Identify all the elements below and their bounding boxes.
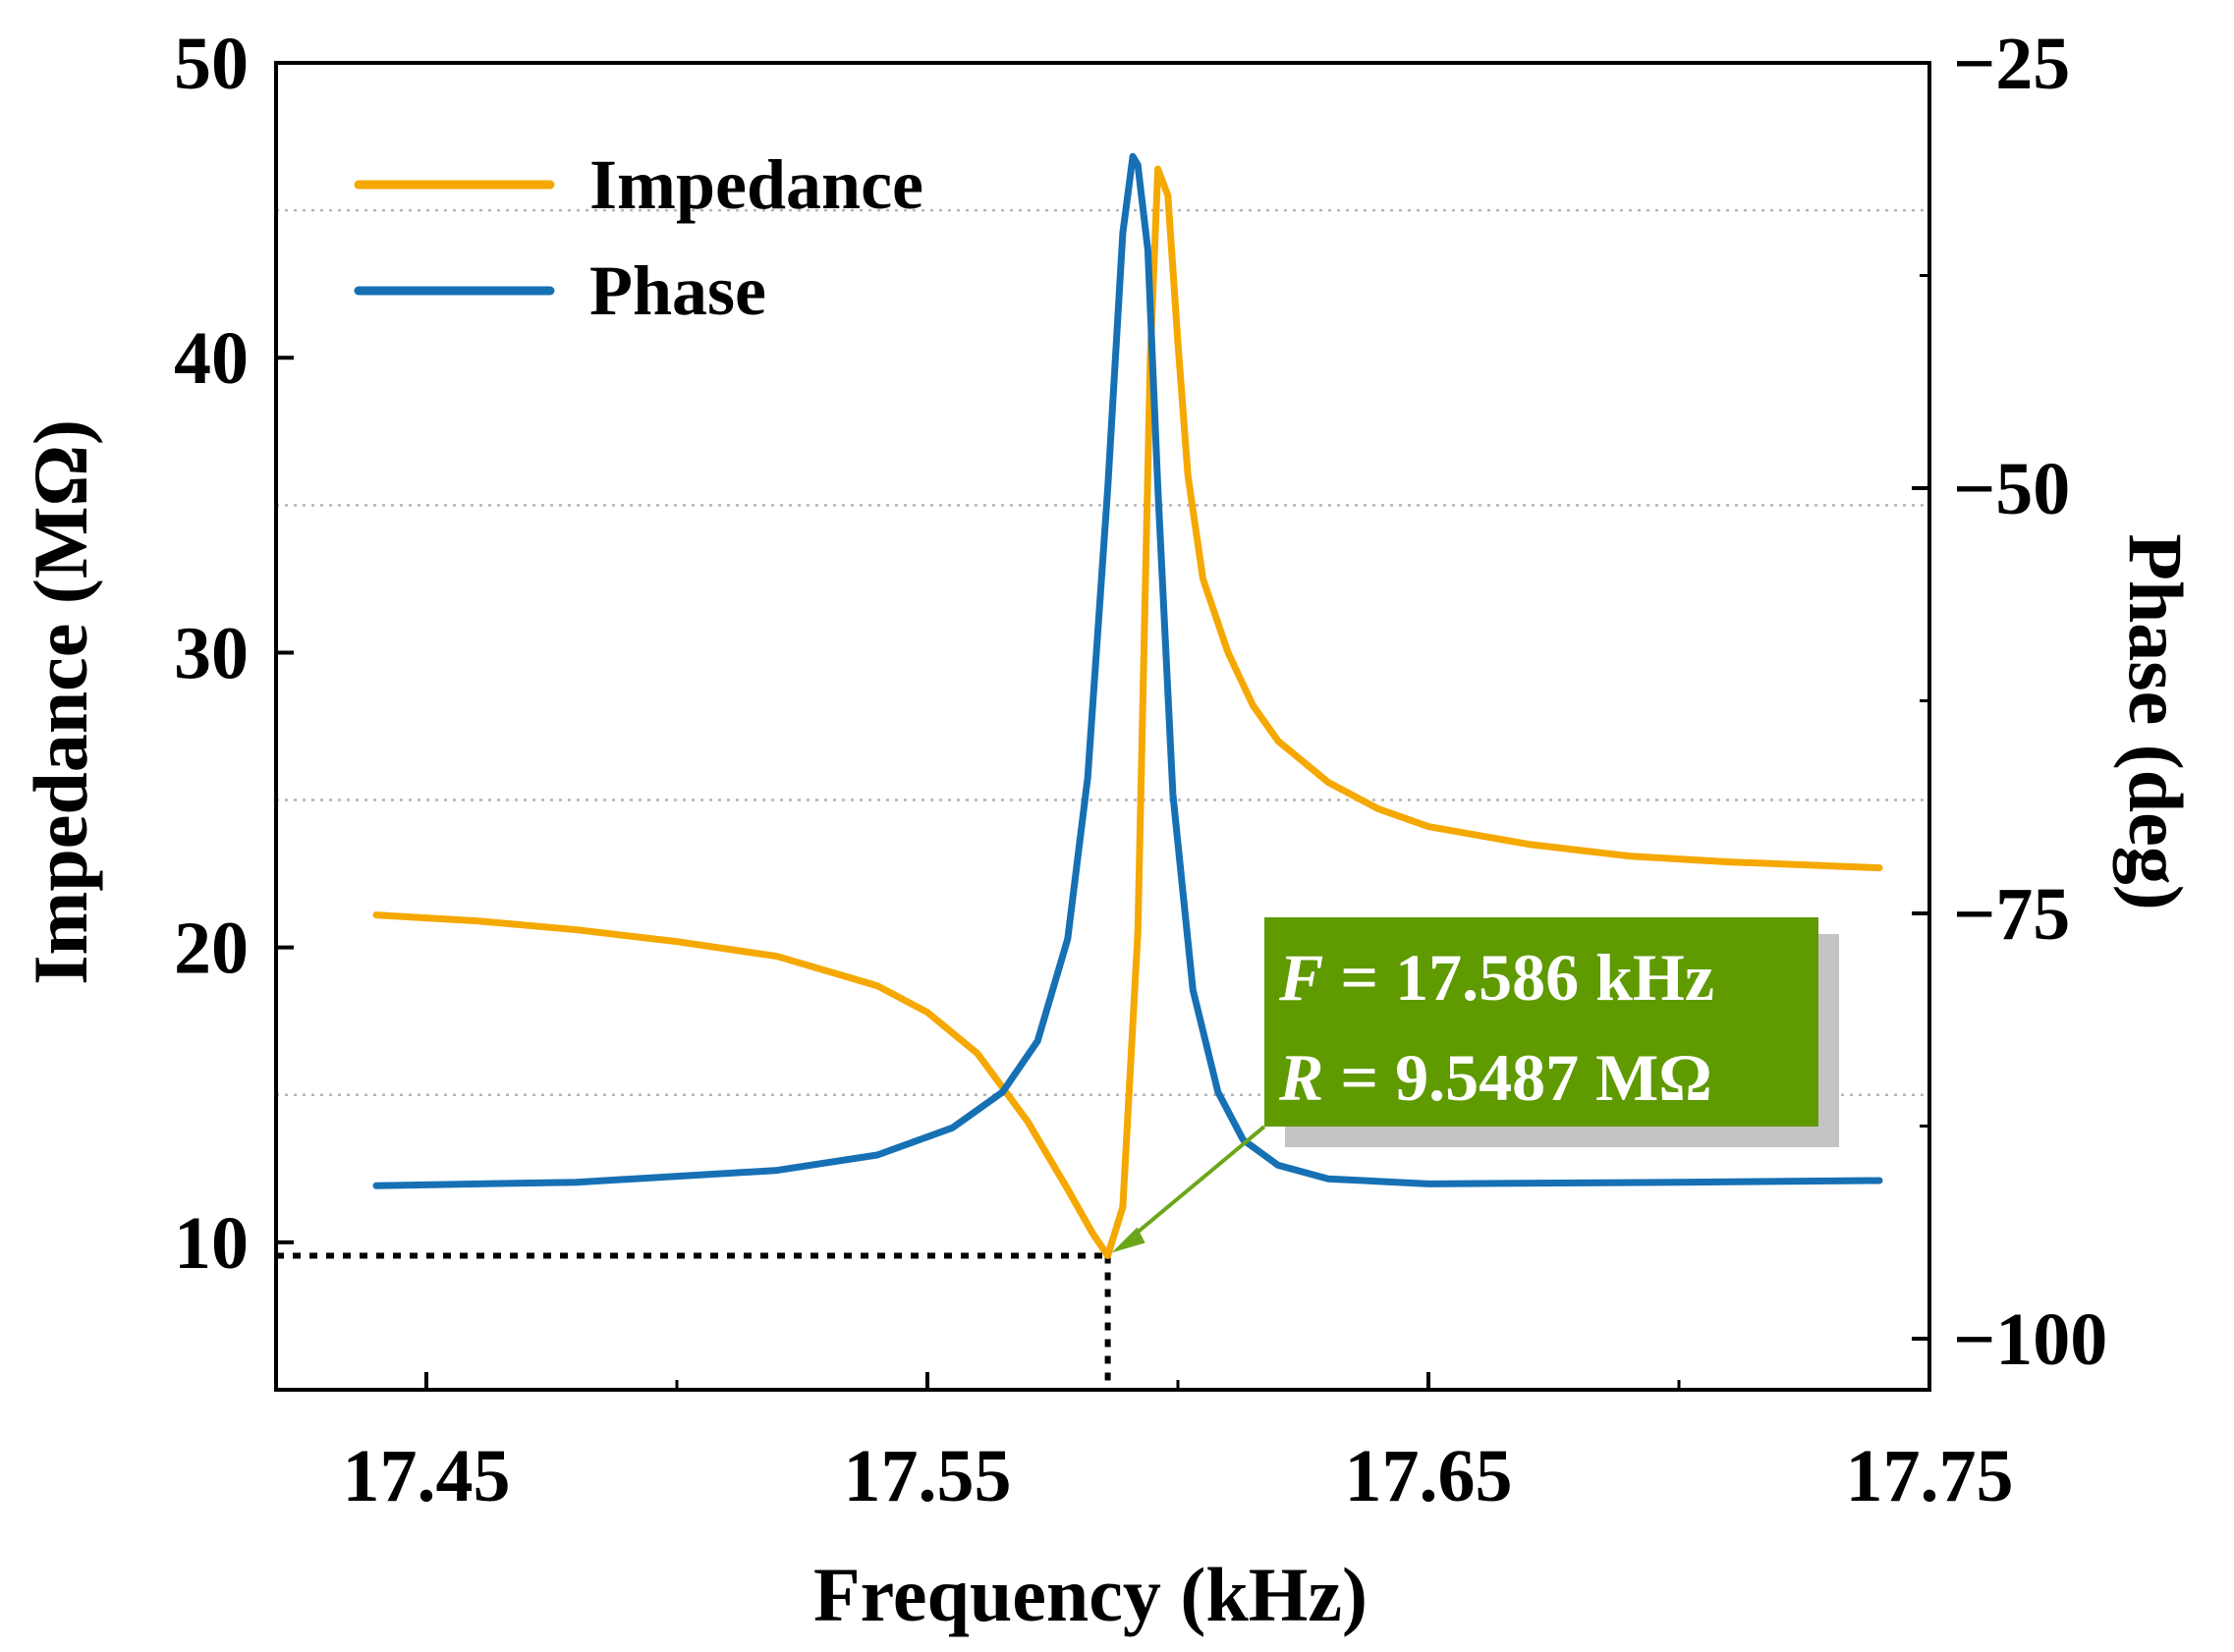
annotation-frequency: F = 17.586 kHz <box>1278 940 1714 1015</box>
annotation-resistance-symbol: R <box>1278 1040 1323 1115</box>
y-axis-right: −25 −50 −75 −100 <box>1912 23 2107 1381</box>
resonance-reference-lines <box>276 1252 1111 1390</box>
y-tick-label: 20 <box>174 908 249 990</box>
y-axis-left-title: Impedance (MΩ) <box>18 419 103 985</box>
x-tick-label: 17.55 <box>844 1435 1012 1517</box>
annotation-resistance-value: = 9.5487 MΩ <box>1323 1040 1711 1115</box>
resonance-annotation: F = 17.586 kHz R = 9.5487 MΩ <box>1111 917 1839 1253</box>
y-tick-label: 40 <box>174 317 249 400</box>
y2-tick-label: −100 <box>1953 1298 2107 1381</box>
series-line-phase <box>372 152 1883 1189</box>
plot-frame <box>274 61 1931 1392</box>
x-axis-title: Frequency (kHz) <box>813 1552 1368 1637</box>
x-tick-label: 17.65 <box>1345 1435 1513 1517</box>
y-axis-left: 10 20 30 40 50 <box>174 23 294 1285</box>
series-group <box>372 152 1883 1259</box>
y2-tick-label: −25 <box>1953 23 2070 105</box>
y-tick-label: 30 <box>174 612 249 694</box>
annotation-resistance: R = 9.5487 MΩ <box>1278 1040 1712 1115</box>
x-tick-label: 17.45 <box>343 1435 511 1517</box>
annotation-frequency-symbol: F <box>1278 940 1323 1015</box>
y2-tick-label: −75 <box>1953 873 2070 956</box>
legend-label-impedance: Impedance <box>589 145 923 224</box>
y-tick-label: 50 <box>174 23 249 105</box>
y2-tick-label: −50 <box>1953 448 2070 530</box>
gridlines <box>276 208 1929 1097</box>
legend-label-phase: Phase <box>589 251 766 330</box>
annotation-arrow <box>1122 1125 1266 1245</box>
series-line-impedance <box>372 165 1883 1259</box>
legend: Impedance Phase <box>354 145 923 330</box>
x-axis: 17.45 17.55 17.65 17.75 <box>343 1372 2014 1517</box>
annotation-frequency-value: = 17.586 kHz <box>1323 940 1714 1015</box>
y-axis-right-title: Phase (deg) <box>2113 533 2199 909</box>
annotation-box <box>1264 917 1818 1127</box>
y-tick-label: 10 <box>174 1202 249 1285</box>
annotation-arrowhead <box>1111 1227 1145 1253</box>
x-tick-label: 17.75 <box>1846 1435 2014 1517</box>
